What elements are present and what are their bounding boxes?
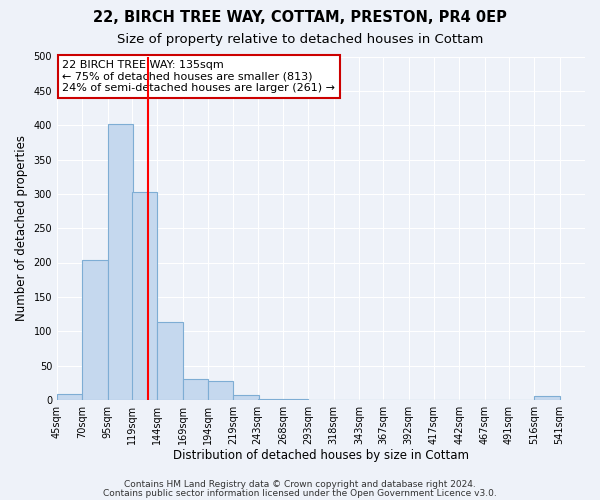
X-axis label: Distribution of detached houses by size in Cottam: Distribution of detached houses by size … — [173, 450, 469, 462]
Bar — [157, 322, 182, 400]
Bar — [82, 260, 108, 400]
Bar — [283, 399, 308, 400]
Y-axis label: Number of detached properties: Number of detached properties — [15, 135, 28, 321]
Bar — [108, 124, 133, 400]
Text: 22, BIRCH TREE WAY, COTTAM, PRESTON, PR4 0EP: 22, BIRCH TREE WAY, COTTAM, PRESTON, PR4… — [93, 10, 507, 25]
Bar — [208, 382, 233, 400]
Bar — [535, 396, 560, 400]
Bar — [57, 394, 82, 400]
Text: Contains public sector information licensed under the Open Government Licence v3: Contains public sector information licen… — [103, 488, 497, 498]
Bar — [132, 192, 157, 400]
Bar — [182, 379, 208, 400]
Bar — [257, 399, 283, 400]
Text: Contains HM Land Registry data © Crown copyright and database right 2024.: Contains HM Land Registry data © Crown c… — [124, 480, 476, 489]
Bar — [233, 395, 259, 400]
Text: 22 BIRCH TREE WAY: 135sqm
← 75% of detached houses are smaller (813)
24% of semi: 22 BIRCH TREE WAY: 135sqm ← 75% of detac… — [62, 60, 335, 93]
Text: Size of property relative to detached houses in Cottam: Size of property relative to detached ho… — [117, 32, 483, 46]
